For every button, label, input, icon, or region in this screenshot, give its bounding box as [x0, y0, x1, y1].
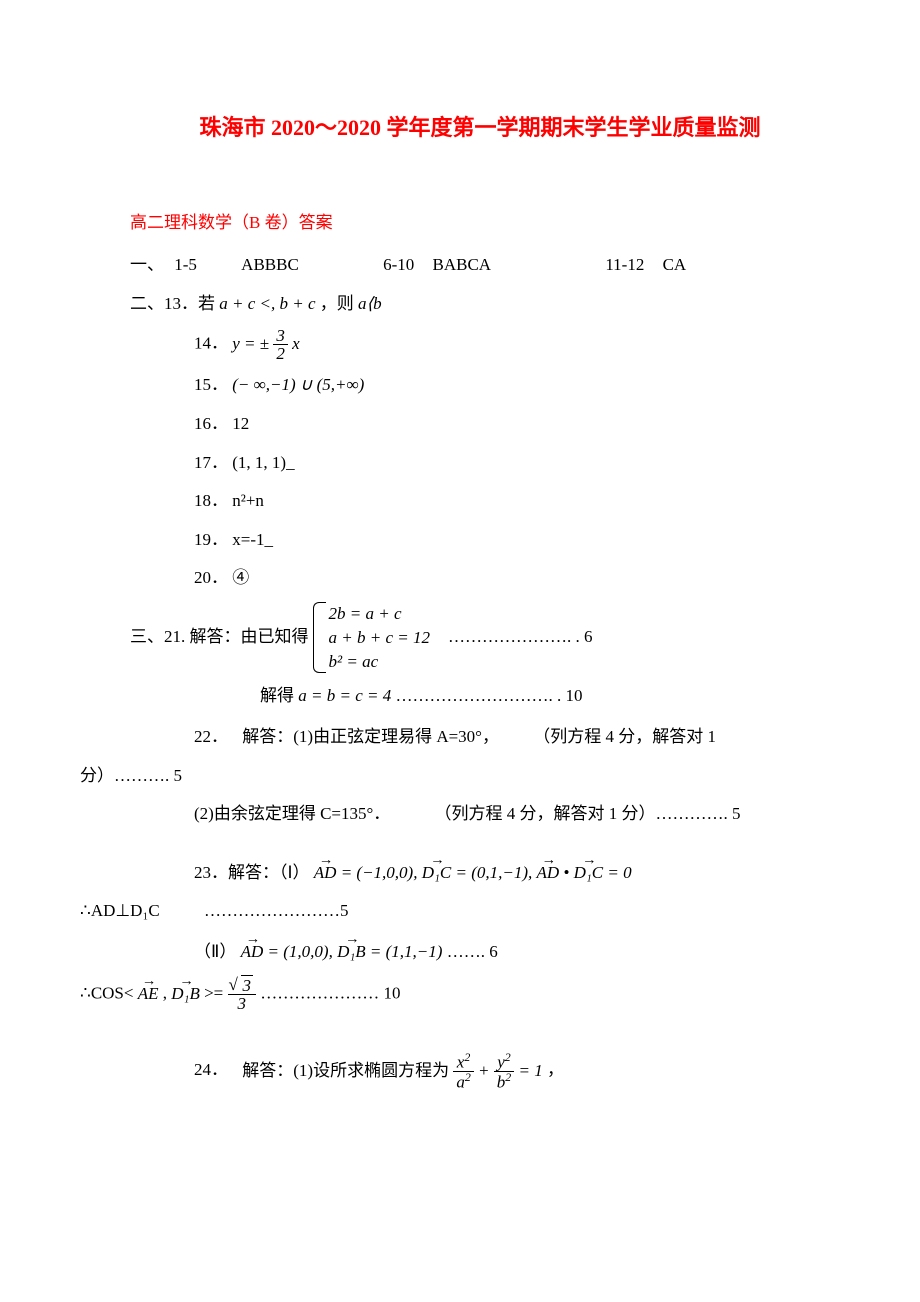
vec-d1c-2: D₁C	[574, 858, 604, 889]
q23-eq1b: = (0,1,−1),	[455, 863, 536, 882]
q13: 二、13．若 a + c <, b + c ，则 a⟨b	[130, 289, 830, 320]
q17-label: 17．	[194, 453, 228, 472]
q15-val: (− ∞,−1) ∪ (5,+∞)	[232, 375, 364, 394]
q19-val: x=-1_	[232, 530, 273, 549]
s1-a1: ABBBC	[241, 250, 299, 281]
q22-p2b: （列方程 4 分，解答对 1 分）…………. 5	[435, 804, 741, 823]
q18-label: 18．	[194, 491, 228, 510]
q23-label: 23．解答：（Ⅰ）	[194, 863, 310, 882]
q17-val: (1, 1, 1)_	[232, 453, 294, 472]
vec-d1c-1: D₁C	[422, 858, 452, 889]
q24-label: 24．	[194, 1061, 228, 1080]
q16-val: 12	[232, 414, 249, 433]
q19: 19． x=-1_	[130, 525, 830, 556]
q23-eq1a: = (−1,0,0),	[341, 863, 422, 882]
vec-ae: AE	[138, 979, 159, 1010]
q23-p3b: ,	[163, 984, 172, 1003]
s1-a3: CA	[663, 250, 687, 281]
q23-p1b-text: ∴AD⊥D₁C	[80, 901, 160, 920]
q23-eq1d: = 0	[607, 863, 631, 882]
q14: 14． y = ± 32 x	[130, 327, 830, 362]
q23-p1b: ∴AD⊥D₁C ……………………5	[80, 896, 830, 927]
q22-p2: (2)由余弦定理得 C=135°． （列方程 4 分，解答对 1 分）………….…	[130, 799, 830, 830]
q14-label: 14．	[194, 334, 228, 353]
q21-solve: 解得	[260, 686, 294, 705]
q23-p2-label: （Ⅱ）	[194, 942, 236, 961]
q24-frac2: y2b2	[494, 1052, 514, 1090]
q22-p1a: 解答：(1)由正弦定理易得 A=30°，	[242, 727, 499, 746]
q15-label: 15．	[194, 375, 228, 394]
q24-plus: +	[478, 1061, 494, 1080]
q23-p1: 23．解答：（Ⅰ） AD = (−1,0,0), D₁C = (0,1,−1),…	[130, 858, 830, 889]
q13-mid: ，则	[320, 294, 354, 313]
q21-dots1: …………………. . 6	[448, 622, 593, 653]
q21-sys3: b² = ac	[329, 650, 430, 674]
q13-math2: a⟨b	[358, 294, 382, 313]
vec-d1b-1: D₁B	[337, 937, 366, 968]
q22-p1: 22． 解答：(1)由正弦定理易得 A=30°， （列方程 4 分，解答对 1	[130, 722, 830, 753]
q23-dots1: ……………………5	[204, 901, 349, 920]
q22-label: 22．	[194, 727, 228, 746]
q21-result: 解得 a = b = c = 4 ………………………. . 10	[130, 681, 830, 712]
q14-x: x	[288, 335, 300, 354]
s1-label: 一、	[130, 250, 164, 281]
q23-p2: （Ⅱ） AD = (1,0,0), D₁B = (1,1,−1) ……. 6	[130, 937, 830, 968]
q18-val: n²+n	[232, 491, 264, 510]
page-title: 珠海市 2020～2020 学年度第一学期期末学生学业质量监测	[130, 108, 830, 148]
q21-sys1: 2b = a + c	[329, 602, 430, 626]
q23-p3a: ∴COS<	[80, 984, 138, 1003]
q22-p1c: 分）………. 5	[80, 761, 830, 792]
q22-p1b: （列方程 4 分，解答对 1	[533, 727, 716, 746]
q21-dots2: ………………………. . 10	[395, 686, 582, 705]
q17: 17． (1, 1, 1)_	[130, 448, 830, 479]
s1-g3: 11-12	[605, 250, 644, 281]
q24-eq1: = 1	[518, 1061, 542, 1080]
q24-text: 解答：(1)设所求椭圆方程为	[242, 1061, 453, 1080]
q24: 24． 解答：(1)设所求椭圆方程为 x2a2 + y2b2 = 1 ，	[130, 1052, 830, 1090]
vec-ad-1: AD	[314, 858, 337, 889]
q23-dots3: ………………… 10	[260, 984, 400, 1003]
q14-frac: 32	[273, 327, 288, 362]
q24-end: ，	[547, 1061, 564, 1080]
vec-ad-2: AD	[537, 858, 560, 889]
q20-val: ④	[232, 568, 249, 587]
q22-p2a: (2)由余弦定理得 C=135°．	[194, 804, 390, 823]
q23-p3c: >=	[204, 984, 227, 1003]
vec-ad-3: AD	[241, 937, 264, 968]
s1-g1: 1-5	[174, 250, 197, 281]
q19-label: 19．	[194, 530, 228, 549]
q21-system: 2b = a + c a + b + c = 12 b² = ac	[313, 602, 430, 673]
q14-eq: y = ±	[232, 335, 273, 354]
q23-frac: 33	[228, 977, 257, 1012]
q13-label: 二、13．若	[130, 294, 215, 313]
q13-math1: a + c <, b + c	[219, 294, 320, 313]
s1-a2: BABCA	[432, 250, 491, 281]
vec-d1b-2: D₁B	[171, 979, 200, 1010]
section-1: 一、 1-5 ABBBC 6-10 BABCA 11-12 CA	[130, 250, 830, 281]
q23-eq2b: = (1,1,−1)	[370, 942, 447, 961]
q21-res: a = b = c = 4	[298, 686, 391, 705]
q23-eq1c: •	[563, 863, 573, 882]
q16-label: 16．	[194, 414, 228, 433]
q23-eq2a: = (1,0,0),	[268, 942, 338, 961]
subtitle: 高二理科数学（B 卷）答案	[130, 208, 830, 239]
q18: 18． n²+n	[130, 486, 830, 517]
q24-frac1: x2a2	[453, 1052, 473, 1090]
q21: 三、21. 解答：由已知得 2b = a + c a + b + c = 12 …	[130, 602, 830, 673]
q23-dots2: ……. 6	[447, 942, 498, 961]
q21-sys2: a + b + c = 12	[329, 626, 430, 650]
q20-label: 20．	[194, 568, 228, 587]
q15: 15． (− ∞,−1) ∪ (5,+∞)	[130, 370, 830, 401]
s1-g2: 6-10	[383, 250, 414, 281]
q16: 16． 12	[130, 409, 830, 440]
q21-label: 三、21. 解答：由已知得	[130, 622, 309, 653]
q20: 20． ④	[130, 563, 830, 594]
q23-p3: ∴COS< AE , D₁B >= 33 ………………… 10	[80, 977, 830, 1012]
